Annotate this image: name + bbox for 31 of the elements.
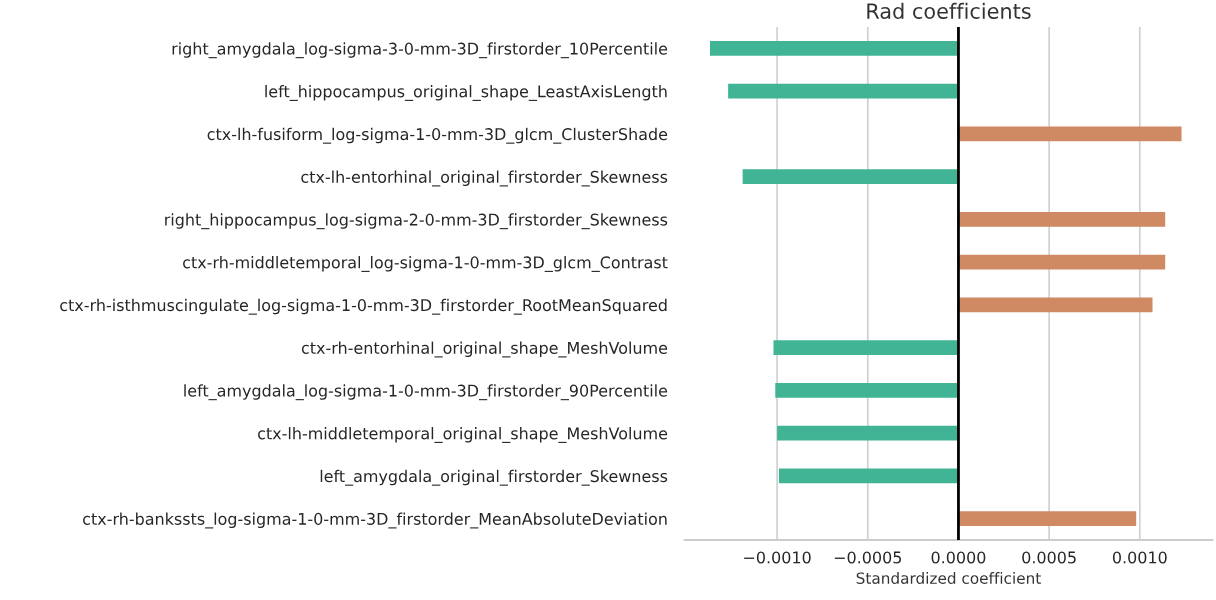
x-tick-label: −0.0005 [834, 551, 902, 564]
y-tick-label: ctx-rh-middletemporal_log-sigma-1-0-mm-3D_glcm_Contrast [183, 256, 668, 272]
x-tick-label: −0.0010 [744, 551, 811, 564]
y-tick-label: left_amygdala_log-sigma-1-0-mm-3D_firstorder_90Percentile [184, 384, 668, 401]
chart-title: Rad coefficients [867, 2, 1031, 19]
x-axis-title: Standardized coefficient [856, 572, 1041, 584]
y-tick-label: ctx-rh-isthmuscingulate_log-sigma-1-0-mm-3D_firstorder_RootMeanSquared [60, 298, 667, 315]
y-tick-label: left_amygdala_original_firstorder_Skewness [320, 469, 668, 486]
y-tick-label: right_amygdala_log-sigma-3-0-mm-3D_firstorder_10Percentile [172, 42, 668, 59]
x-tick-label: 0.0010 [1112, 551, 1167, 564]
bar [958, 511, 1137, 527]
bar [958, 297, 1153, 313]
y-tick-label: ctx-rh-bankssts_log-sigma-1-0-mm-3D_firstorder_MeanAbsoluteDeviation [83, 512, 667, 529]
bar [958, 126, 1182, 142]
y-tick-label: ctx-rh-entorhinal_original_shape_MeshVolume [301, 341, 668, 358]
y-tick-label: ctx-lh-entorhinal_original_firstorder_Skewness [301, 170, 668, 187]
bar [778, 468, 959, 484]
y-tick-label: right_hippocampus_log-sigma-2-0-mm-3D_firstorder_Skewness [165, 213, 668, 230]
y-tick-label: ctx-lh-fusiform_log-sigma-1-0-mm-3D_glcm_ClusterShade [207, 127, 668, 144]
bar [775, 382, 959, 398]
x-tick-label: 0.0000 [931, 551, 986, 564]
bar [742, 169, 959, 185]
bar [728, 83, 959, 99]
bar [958, 254, 1166, 270]
bar [777, 425, 959, 441]
y-tick-label: ctx-lh-middletemporal_original_shape_MeshVolume [258, 427, 668, 443]
bar [710, 40, 959, 56]
bar [958, 211, 1166, 227]
y-tick-label: left_hippocampus_original_shape_LeastAxisLength [265, 85, 667, 101]
bar [773, 340, 959, 356]
x-tick-label: 0.0005 [1022, 551, 1076, 564]
